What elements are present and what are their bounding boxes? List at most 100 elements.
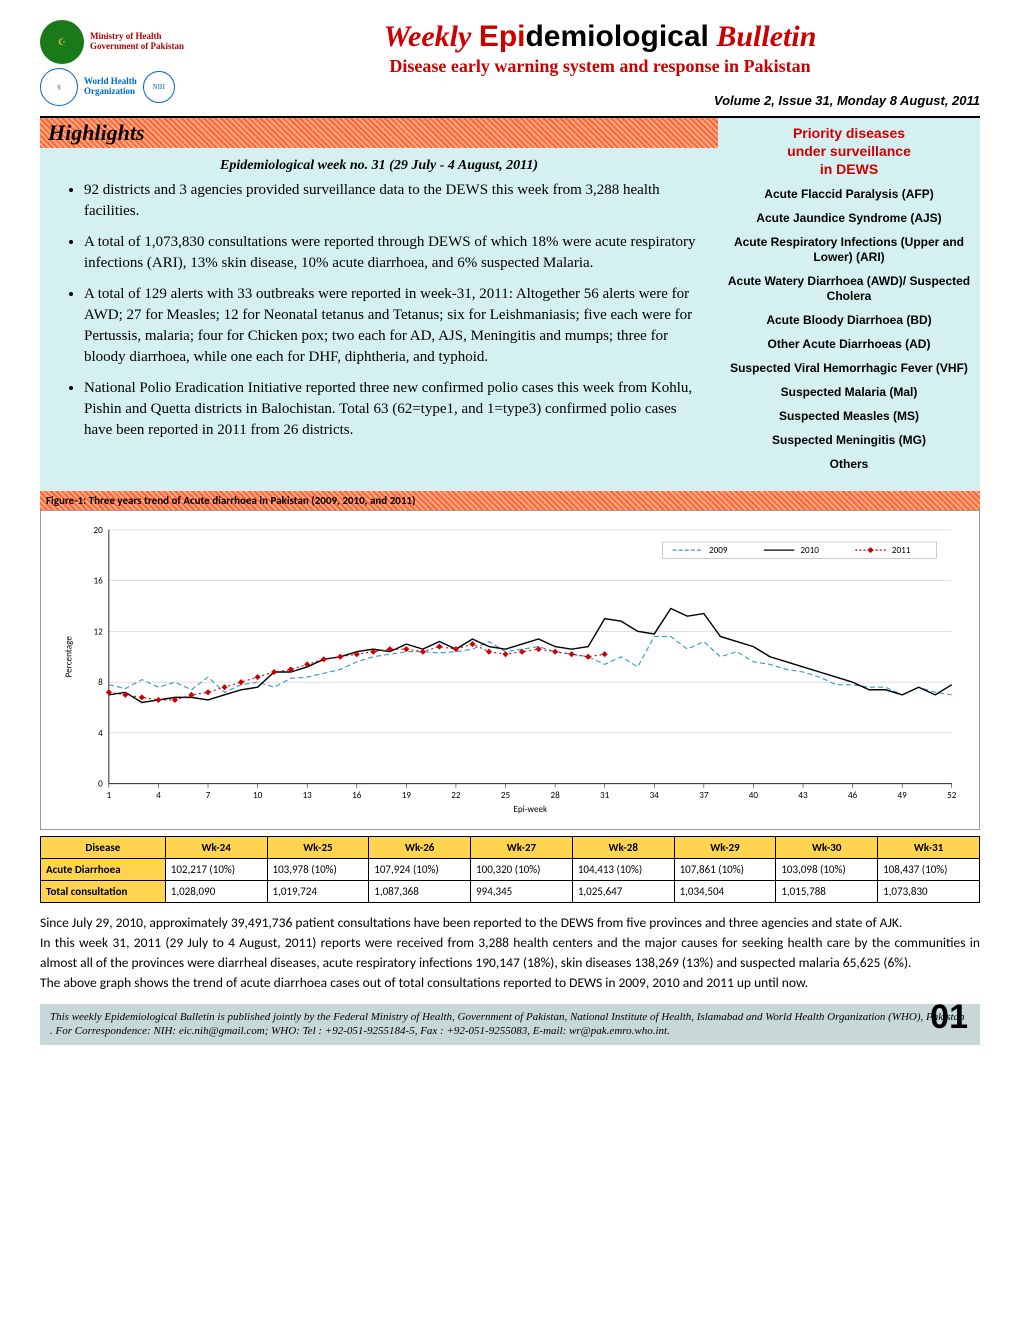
svg-text:20: 20	[94, 524, 104, 535]
table-header: Wk-29	[674, 836, 776, 858]
priority-items: Acute Flaccid Paralysis (AFP) Acute Jaund…	[726, 187, 972, 472]
table-cell: 1,034,504	[674, 880, 776, 902]
table-cell: 1,025,647	[572, 880, 674, 902]
table-cell: 100,320 (10%)	[471, 858, 573, 880]
svg-text:1: 1	[107, 789, 112, 800]
svg-text:2009: 2009	[709, 545, 728, 556]
table-cell: 1,073,830	[878, 880, 980, 902]
priority-title-l1: Priority diseases	[793, 125, 905, 141]
table-header: Wk-27	[471, 836, 573, 858]
subtitle: Disease early warning system and respons…	[220, 56, 980, 77]
table-cell: Acute Diarrhoea	[41, 858, 166, 880]
svg-text:2011: 2011	[892, 545, 911, 556]
footer-text: This weekly Epidemiological Bulletin is …	[50, 1011, 965, 1038]
svg-text:22: 22	[451, 789, 461, 800]
moh-text: Ministry of Health Government of Pakista…	[90, 32, 184, 52]
moh-line1: Ministry of Health	[90, 31, 162, 41]
svg-text:4: 4	[156, 789, 161, 800]
table-cell: 1,015,788	[776, 880, 878, 902]
title-weekly: Weekly	[384, 20, 472, 53]
priority-column: Priority diseases under surveillance in …	[718, 118, 980, 491]
svg-text:16: 16	[352, 789, 362, 800]
svg-text:31: 31	[600, 789, 610, 800]
svg-text:40: 40	[749, 789, 759, 800]
priority-title-l3: in DEWS	[820, 161, 878, 177]
svg-text:10: 10	[253, 789, 263, 800]
table-cell: 107,924 (10%)	[369, 858, 471, 880]
title-bulletin: Bulletin	[709, 20, 817, 53]
highlights-column: Highlights Epidemiological week no. 31 (…	[40, 118, 718, 491]
svg-text:34: 34	[650, 789, 660, 800]
disease-item: Other Acute Diarrhoeas (AD)	[726, 337, 972, 352]
svg-text:8: 8	[98, 677, 103, 688]
disease-item: Acute Jaundice Syndrome (AJS)	[726, 211, 972, 226]
table-cell: 1,019,724	[267, 880, 369, 902]
title-demio: demiological	[525, 20, 708, 53]
table-header: Wk-28	[572, 836, 674, 858]
nih-emblem: NIH	[143, 71, 175, 103]
moh-line2: Government of Pakistan	[90, 41, 184, 51]
who-emblem: ⚕	[40, 68, 78, 106]
highlight-bullet: A total of 1,073,830 consultations were …	[84, 232, 704, 274]
title-epi: Epi	[479, 20, 526, 53]
svg-text:13: 13	[303, 789, 313, 800]
body-text: Since July 29, 2010, approximately 39,49…	[40, 913, 980, 994]
body-paragraph: The above graph shows the trend of acute…	[40, 973, 980, 993]
svg-text:28: 28	[550, 789, 560, 800]
highlight-bullet: National Polio Eradication Initiative re…	[84, 378, 704, 441]
disease-item: Acute Bloody Diarrhoea (BD)	[726, 313, 972, 328]
svg-text:2010: 2010	[800, 545, 819, 556]
disease-item: Suspected Viral Hemorrhagic Fever (VHF)	[726, 361, 972, 376]
table-header: Wk-30	[776, 836, 878, 858]
body-paragraph: In this week 31, 2011 (29 July to 4 Augu…	[40, 933, 980, 974]
table-header: Wk-31	[878, 836, 980, 858]
table-cell: Total consultation	[41, 880, 166, 902]
footer: This weekly Epidemiological Bulletin is …	[40, 1004, 980, 1046]
page-number: 01	[930, 995, 968, 1041]
table-cell: 107,861 (10%)	[674, 858, 776, 880]
svg-text:37: 37	[699, 789, 709, 800]
moh-emblem: ☪	[40, 20, 84, 64]
chart-svg: 0481216201471013161922252831343740434649…	[53, 519, 967, 825]
table-header: Wk-26	[369, 836, 471, 858]
svg-text:43: 43	[798, 789, 808, 800]
who-line1: World Health	[84, 76, 137, 86]
chart: 0481216201471013161922252831343740434649…	[40, 510, 980, 830]
svg-text:52: 52	[947, 789, 957, 800]
disease-item: Acute Watery Diarrhoea (AWD)/ Suspected …	[726, 274, 972, 304]
title-block: Weekly Epidemiological Bulletin Disease …	[220, 20, 980, 108]
disease-item: Suspected Meningitis (MG)	[726, 433, 972, 448]
body-paragraph: Since July 29, 2010, approximately 39,49…	[40, 913, 980, 933]
header: ☪ Ministry of Health Government of Pakis…	[40, 20, 980, 108]
figure-banner: Figure-1: Three years trend of Acute dia…	[40, 491, 980, 510]
disease-item: Others	[726, 457, 972, 472]
highlights-banner: Highlights	[40, 118, 718, 148]
issue-line: Volume 2, Issue 31, Monday 8 August, 201…	[220, 93, 980, 108]
disease-item: Acute Flaccid Paralysis (AFP)	[726, 187, 972, 202]
svg-text:Percentage: Percentage	[63, 635, 74, 677]
svg-text:46: 46	[848, 789, 858, 800]
content-row: Highlights Epidemiological week no. 31 (…	[40, 118, 980, 491]
table-cell: 994,345	[471, 880, 573, 902]
priority-title-l2: under surveillance	[787, 143, 911, 159]
data-table: DiseaseWk-24Wk-25Wk-26Wk-27Wk-28Wk-29Wk-…	[40, 836, 980, 903]
disease-item: Suspected Malaria (Mal)	[726, 385, 972, 400]
main-title: Weekly Epidemiological Bulletin	[220, 20, 980, 54]
table-cell: 1,087,368	[369, 880, 471, 902]
disease-item: Acute Respiratory Infections (Upper and …	[726, 235, 972, 265]
highlight-bullet: A total of 129 alerts with 33 outbreaks …	[84, 284, 704, 368]
svg-text:19: 19	[402, 789, 412, 800]
highlights-list: 92 districts and 3 agencies provided sur…	[40, 180, 718, 461]
svg-text:49: 49	[898, 789, 908, 800]
table-cell: 108,437 (10%)	[878, 858, 980, 880]
table-cell: 103,098 (10%)	[776, 858, 878, 880]
who-line2: Organization	[84, 86, 135, 96]
disease-item: Suspected Measles (MS)	[726, 409, 972, 424]
svg-text:4: 4	[98, 728, 103, 739]
svg-text:12: 12	[94, 626, 104, 637]
logos-block: ☪ Ministry of Health Government of Pakis…	[40, 20, 220, 106]
table-header: Wk-24	[165, 836, 267, 858]
svg-text:16: 16	[94, 575, 104, 586]
svg-text:25: 25	[501, 789, 511, 800]
svg-text:7: 7	[206, 789, 211, 800]
